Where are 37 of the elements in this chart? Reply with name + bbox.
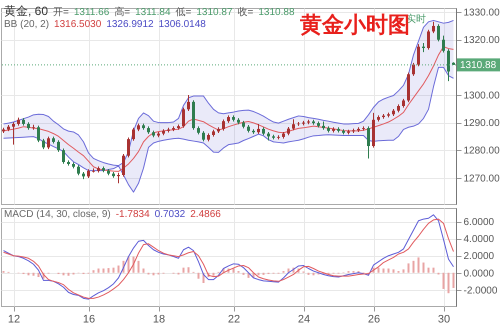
x-tick-label: 16 <box>82 314 96 326</box>
annotation: MACD (14, 30, close, 9) <box>4 209 111 220</box>
annotation: 收= <box>238 6 254 19</box>
annotation: 1311.66 <box>74 7 110 18</box>
annotation: 黄金, 60 <box>4 3 48 20</box>
x-tick-label: 26 <box>368 314 380 326</box>
y-tick-label: 0.0000 <box>464 268 495 280</box>
y-tick-label: 1330.00 <box>464 8 500 19</box>
x-tick-label: 24 <box>298 314 310 326</box>
annotation: BB (20, 2) <box>4 19 50 30</box>
y-tick-label: -2.0000 <box>464 285 498 296</box>
x-tick-label: 22 <box>228 314 240 326</box>
annotation: 开= <box>53 6 69 19</box>
y-tick-label: 1290.00 <box>464 118 500 130</box>
annotation: 1326.9912 <box>106 19 154 30</box>
annotation: 1306.0148 <box>158 19 206 30</box>
y-tick-label: 1300.00 <box>464 90 500 102</box>
chart-title: 黄金小时图 <box>300 12 410 40</box>
ref-line-label: 1310.88 <box>460 60 497 71</box>
annotation: 1310.88 <box>258 7 295 18</box>
x-tick-label: 12 <box>8 314 20 326</box>
x-tick-label: 30 <box>438 314 450 326</box>
annotation: 2.4866 <box>190 209 221 220</box>
y-tick-label: 2.0000 <box>464 251 495 262</box>
y-tick-label: 1270.00 <box>464 173 500 184</box>
annotation: 1316.5030 <box>54 19 102 30</box>
y-tick-label: 1280.00 <box>464 146 500 157</box>
y-tick-label: 6.0000 <box>464 217 495 228</box>
annotation: 1311.84 <box>135 7 171 18</box>
annotation: 低= <box>176 6 192 19</box>
x-tick-label: 18 <box>152 314 166 326</box>
annotation: 1310.87 <box>196 7 233 18</box>
annotation: 高= <box>114 6 130 19</box>
y-tick-label: 1320.00 <box>464 35 500 46</box>
annotation: 0.7032 <box>154 209 186 220</box>
annotation: -1.7834 <box>116 209 150 220</box>
y-tick-label: 4.0000 <box>464 234 495 246</box>
